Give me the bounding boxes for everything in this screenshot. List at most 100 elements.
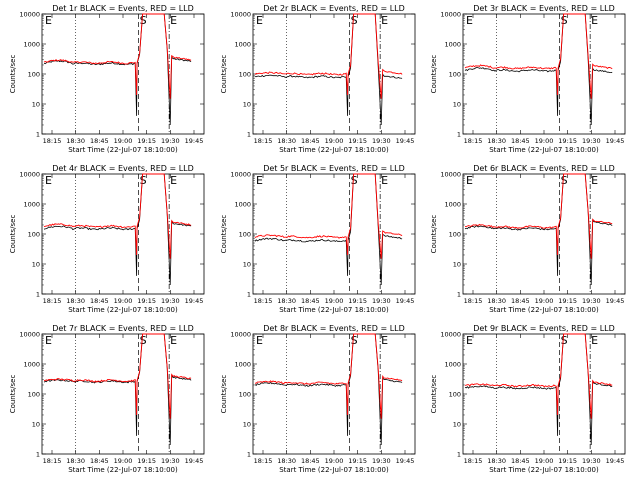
marker-label-e: E [591, 334, 598, 347]
x-tick-label: 18:30 [66, 137, 85, 145]
x-tick-label: 19:45 [185, 297, 204, 305]
lld-series-line [255, 333, 403, 419]
y-tick-label: 1 [457, 131, 461, 139]
marker-label-e-left: E [256, 174, 263, 187]
x-tick-label: 19:30 [582, 457, 601, 465]
y-tick-label: 1000 [23, 361, 40, 369]
lld-series-line [464, 13, 613, 99]
events-series-line [254, 173, 403, 286]
y-tick-label: 10000 [19, 171, 40, 179]
lld-series-line [43, 333, 192, 419]
y-tick-label: 1000 [23, 41, 40, 49]
marker-label-e-left: E [256, 334, 263, 347]
marker-label-e: E [170, 174, 177, 187]
x-tick-label: 18:15 [464, 297, 483, 305]
plot-frame [462, 173, 626, 295]
plot-frame [462, 333, 626, 455]
x-tick-label: 19:00 [535, 457, 554, 465]
marker-label-e: E [591, 174, 598, 187]
marker-label-e-left: E [466, 334, 473, 347]
y-axis-label: Counts/sec [430, 215, 438, 254]
x-tick-label: 18:45 [301, 137, 320, 145]
x-tick-label: 18:30 [277, 137, 296, 145]
x-tick-label: 19:15 [348, 297, 367, 305]
panel-title: Det 1r BLACK = Events, RED = LLD [52, 4, 194, 13]
panel-det-2: Det 2r BLACK = Events, RED = LLD 1 10 100 10… [220, 4, 416, 154]
x-tick-label: 19:45 [396, 297, 415, 305]
y-tick-label: 10 [32, 101, 40, 109]
x-tick-label: 18:15 [254, 457, 273, 465]
panel-title: Det 5r BLACK = Events, RED = LLD [263, 164, 405, 173]
x-axis-label: Start Time (22-Jul-07 18:10:00) [489, 466, 599, 474]
x-tick-label: 19:00 [114, 457, 133, 465]
marker-label-s: S [351, 174, 358, 187]
y-tick-label: 100 [239, 71, 251, 79]
y-axis-label: Counts/sec [220, 375, 228, 414]
x-tick-label: 19:15 [558, 137, 577, 145]
events-series-line [464, 173, 613, 286]
y-axis-label: Counts/sec [430, 55, 438, 94]
x-tick-label: 19:45 [606, 137, 625, 145]
x-tick-label: 18:15 [43, 457, 62, 465]
y-axis-label: Counts/sec [220, 55, 228, 94]
x-tick-label: 19:15 [137, 297, 156, 305]
x-axis-label: Start Time (22-Jul-07 18:10:00) [68, 146, 178, 154]
plot-frame [41, 13, 205, 135]
marker-label-s: S [561, 14, 568, 27]
events-series-line [254, 333, 403, 446]
y-tick-label: 1000 [444, 361, 461, 369]
y-axis-label: Counts/sec [430, 375, 438, 414]
y-tick-label: 10 [243, 101, 251, 109]
panel-det-8: Det 8r BLACK = Events, RED = LLD 1 10 100 10… [220, 324, 416, 474]
x-axis-label: Start Time (22-Jul-07 18:10:00) [68, 466, 178, 474]
x-tick-label: 18:30 [487, 297, 506, 305]
lld-series-line [43, 13, 192, 99]
y-tick-label: 10000 [440, 331, 461, 339]
x-tick-label: 18:45 [301, 297, 320, 305]
events-series-line [464, 13, 613, 126]
y-tick-label: 10000 [19, 11, 40, 19]
y-tick-label: 10000 [440, 171, 461, 179]
plot-frame [41, 173, 205, 295]
marker-label-s: S [561, 174, 568, 187]
panel-title: Det 8r BLACK = Events, RED = LLD [263, 324, 405, 333]
x-tick-label: 18:15 [43, 297, 62, 305]
panel-title: Det 6r BLACK = Events, RED = LLD [473, 164, 615, 173]
lld-series-line [254, 173, 403, 259]
y-tick-label: 100 [449, 71, 461, 79]
panel-det-5: Det 5r BLACK = Events, RED = LLD 1 10 100 10… [220, 164, 416, 314]
marker-label-e-left: E [45, 174, 52, 187]
x-tick-label: 18:30 [66, 297, 85, 305]
x-tick-label: 18:15 [254, 137, 273, 145]
panel-det-7: Det 7r BLACK = Events, RED = LLD 1 10 100 10… [9, 324, 205, 474]
x-tick-label: 19:45 [185, 457, 204, 465]
x-tick-label: 19:30 [161, 297, 180, 305]
panel-det-4: Det 4r BLACK = Events, RED = LLD 1 10 100 10… [9, 164, 205, 314]
x-tick-label: 19:30 [582, 137, 601, 145]
y-tick-label: 10 [243, 421, 251, 429]
x-tick-label: 18:15 [254, 297, 273, 305]
x-tick-label: 19:00 [325, 137, 344, 145]
x-axis-label: Start Time (22-Jul-07 18:10:00) [68, 306, 178, 314]
marker-label-s: S [561, 334, 568, 347]
panel-title: Det 2r BLACK = Events, RED = LLD [263, 4, 405, 13]
y-tick-label: 1000 [444, 201, 461, 209]
x-tick-label: 18:45 [90, 137, 109, 145]
y-axis-label: Counts/sec [9, 55, 17, 94]
marker-label-e: E [381, 14, 388, 27]
x-tick-label: 18:30 [277, 457, 296, 465]
plot-frame [252, 173, 416, 295]
y-tick-label: 10000 [440, 11, 461, 19]
x-tick-label: 19:30 [372, 457, 391, 465]
marker-label-e: E [591, 14, 598, 27]
x-tick-label: 19:00 [325, 457, 344, 465]
x-tick-label: 19:45 [606, 457, 625, 465]
y-axis-label: Counts/sec [220, 215, 228, 254]
lld-series-line [464, 333, 613, 419]
lld-series-line [465, 173, 613, 259]
x-axis-label: Start Time (22-Jul-07 18:10:00) [279, 466, 389, 474]
x-tick-label: 18:15 [464, 137, 483, 145]
marker-label-e-left: E [256, 14, 263, 27]
x-tick-label: 19:30 [161, 137, 180, 145]
y-tick-label: 10 [453, 421, 461, 429]
